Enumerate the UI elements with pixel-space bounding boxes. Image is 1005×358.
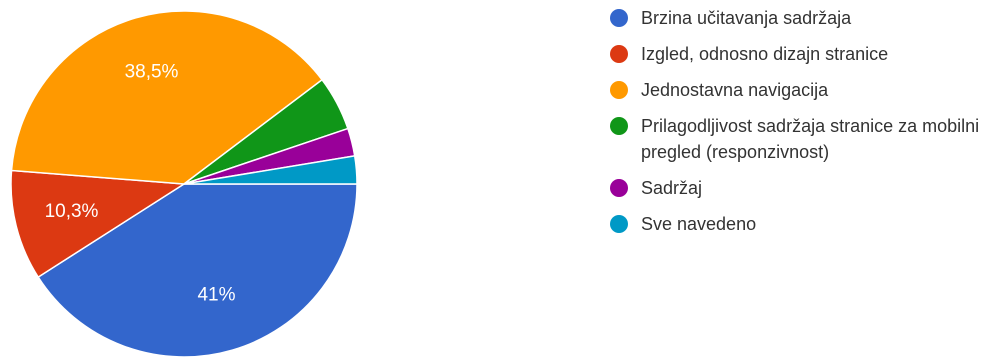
slice-label-3: 38,5% <box>125 62 179 83</box>
legend-item-6: Sve navedeno <box>610 211 1000 237</box>
legend-label: Izgled, odnosno dizajn stranice <box>641 44 889 64</box>
legend-swatch <box>610 215 628 233</box>
legend-swatch <box>610 117 628 135</box>
pie-slice-1 <box>37 183 358 358</box>
pie-slice-2 <box>10 169 187 279</box>
legend-label: Brzina učitavanja sadržaja <box>641 8 852 28</box>
legend: Brzina učitavanja sadržaja Izgled, odnosn… <box>610 5 1000 247</box>
slice-label-1: 41% <box>197 284 235 305</box>
legend-label: Prilagodljivost sadržaja stranice za mob… <box>641 116 980 162</box>
legend-swatch <box>610 45 628 63</box>
legend-label: Sadržaj <box>641 178 703 198</box>
legend-item-4: Prilagodljivost sadržaja stranice za mob… <box>610 113 1000 165</box>
pie-slice-6 <box>183 155 358 185</box>
legend-label: Sve navedeno <box>641 214 757 234</box>
legend-item-1: Brzina učitavanja sadržaja <box>610 5 1000 31</box>
pie-slice-3 <box>10 10 324 185</box>
legend-item-5: Sadržaj <box>610 175 1000 201</box>
legend-item-2: Izgled, odnosno dizajn stranice <box>610 41 1000 67</box>
legend-item-3: Jednostavna navigacija <box>610 77 1000 103</box>
legend-swatch <box>610 179 628 197</box>
legend-swatch <box>610 9 628 27</box>
legend-label: Jednostavna navigacija <box>641 80 829 100</box>
legend-swatch <box>610 81 628 99</box>
pie-chart: 41% 10,3% 38,5% <box>10 10 358 358</box>
slice-label-2: 10,3% <box>45 201 99 222</box>
